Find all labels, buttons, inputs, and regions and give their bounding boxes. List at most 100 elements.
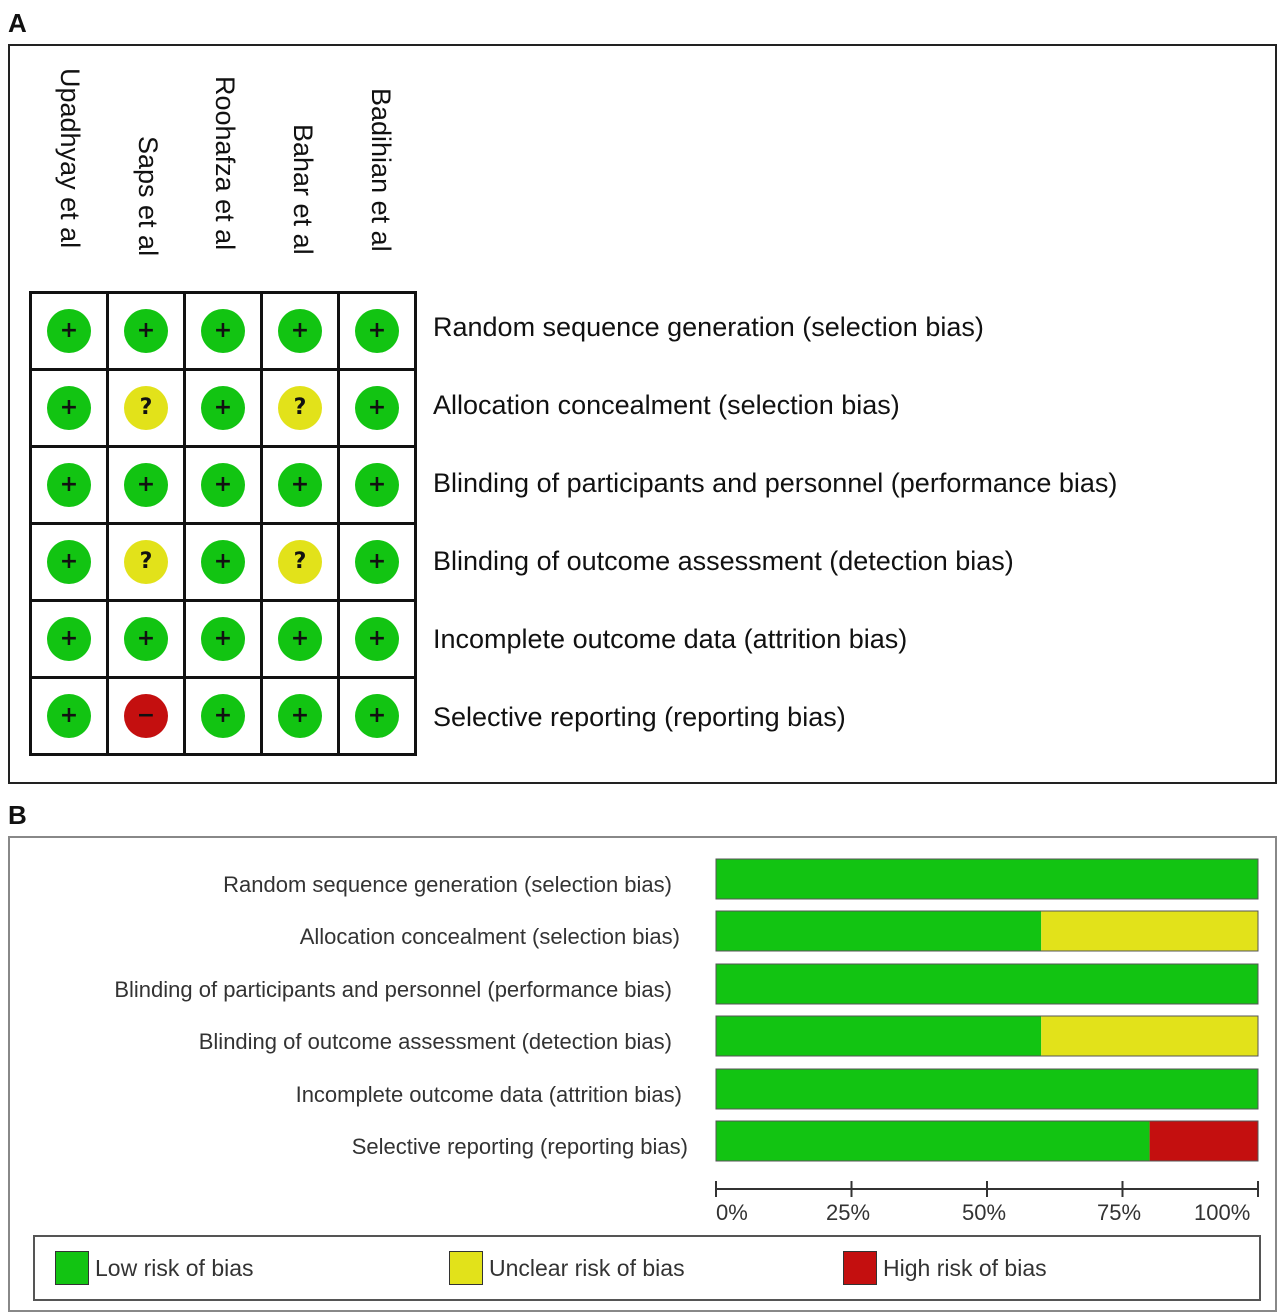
low-risk-icon: + xyxy=(355,694,399,738)
unclear-risk-icon: ? xyxy=(278,386,322,430)
grid-cell: + xyxy=(106,599,186,679)
domain-label: Incomplete outcome data (attrition bias) xyxy=(433,624,908,654)
low-risk-icon: + xyxy=(278,617,322,661)
bar-segment xyxy=(716,964,1258,1004)
low-risk-icon: + xyxy=(201,463,245,507)
x-tick-label: 100% xyxy=(1194,1200,1251,1225)
low-risk-icon: + xyxy=(278,463,322,507)
grid-cell: + xyxy=(337,291,417,371)
legend-swatch-high xyxy=(843,1251,877,1285)
grid-cell: + xyxy=(337,368,417,448)
low-risk-icon: + xyxy=(124,309,168,353)
high-risk-icon: − xyxy=(124,694,168,738)
legend: Low risk of bias Unclear risk of bias Hi… xyxy=(33,1235,1261,1301)
bar-category-label: Selective reporting (reporting bias) xyxy=(351,1134,688,1159)
grid-cell: + xyxy=(29,676,109,756)
unclear-risk-icon: ? xyxy=(124,386,168,430)
grid-cell: + xyxy=(106,291,186,371)
grid-row: + + + + + xyxy=(29,291,417,371)
low-risk-icon: + xyxy=(47,309,91,353)
bar-segment xyxy=(716,1016,1042,1056)
low-risk-icon: + xyxy=(355,463,399,507)
x-tick-label: 75% xyxy=(1097,1200,1142,1225)
low-risk-icon: + xyxy=(201,694,245,738)
low-risk-icon: + xyxy=(47,694,91,738)
domain-label: Blinding of participants and personnel (… xyxy=(433,468,1118,498)
grid-cell: + xyxy=(337,445,417,525)
bar-outline xyxy=(715,1068,1259,1110)
legend-label: Low risk of bias xyxy=(95,1254,254,1281)
panel-b-letter: B xyxy=(8,800,27,830)
panel-a-letter: A xyxy=(8,8,27,38)
low-risk-icon: + xyxy=(124,617,168,661)
grid-cell: − xyxy=(106,676,186,756)
low-risk-icon: + xyxy=(201,540,245,584)
grid-cell: + xyxy=(106,445,186,525)
low-risk-icon: + xyxy=(278,694,322,738)
bar-segment xyxy=(1041,1016,1258,1056)
grid-cell: + xyxy=(337,599,417,679)
grid-row: + − + + + xyxy=(29,676,417,756)
grid-cell: + xyxy=(183,599,263,679)
legend-item-low: Low risk of bias xyxy=(55,1251,254,1285)
bar-segment xyxy=(716,1121,1150,1161)
bar-outline xyxy=(715,1015,1259,1057)
x-tick-label: 50% xyxy=(962,1200,1007,1225)
grid-cell: + xyxy=(29,368,109,448)
legend-item-high: High risk of bias xyxy=(843,1251,1047,1285)
panel-b-frame xyxy=(8,836,1277,1312)
risk-of-bias-grid: + + + + + +? +? + + + + + + +? +? + + + + + + + − + + + xyxy=(29,291,417,756)
grid-cell: ? xyxy=(106,368,186,448)
grid-cell: + xyxy=(260,599,340,679)
low-risk-icon: + xyxy=(124,463,168,507)
bar-outline xyxy=(715,1120,1259,1162)
grid-cell: + xyxy=(29,291,109,371)
unclear-risk-icon: ? xyxy=(278,540,322,584)
bar-segment xyxy=(716,859,1258,899)
low-risk-icon: + xyxy=(47,617,91,661)
grid-cell: ? xyxy=(106,522,186,602)
bar-segment xyxy=(716,911,1042,951)
unclear-risk-icon: ? xyxy=(124,540,168,584)
grid-cell: + xyxy=(29,445,109,525)
bar-category-label: Allocation concealment (selection bias) xyxy=(299,924,680,949)
legend-label: Unclear risk of bias xyxy=(489,1254,685,1281)
grid-row: +? +? + xyxy=(29,522,417,602)
grid-row: + + + + + xyxy=(29,599,417,679)
grid-cell: + xyxy=(337,522,417,602)
low-risk-icon: + xyxy=(47,463,91,507)
bar-segment xyxy=(1041,911,1258,951)
low-risk-icon: + xyxy=(201,617,245,661)
grid-cell: + xyxy=(260,291,340,371)
low-risk-icon: + xyxy=(201,309,245,353)
grid-cell: + xyxy=(260,676,340,756)
panel-a-frame xyxy=(8,44,1277,784)
grid-cell: + xyxy=(183,368,263,448)
bar-outline xyxy=(715,963,1259,1005)
grid-row: +? +? + xyxy=(29,368,417,448)
bar-category-label: Blinding of participants and personnel (… xyxy=(114,977,672,1002)
grid-cell: + xyxy=(183,522,263,602)
bar-outline xyxy=(715,910,1259,952)
grid-cell: + xyxy=(183,291,263,371)
grid-cell: + xyxy=(29,599,109,679)
domain-label: Random sequence generation (selection bi… xyxy=(433,312,984,342)
low-risk-icon: + xyxy=(355,386,399,430)
domain-label: Selective reporting (reporting bias) xyxy=(433,702,846,732)
grid-cell: + xyxy=(183,676,263,756)
domain-label: Blinding of outcome assessment (detectio… xyxy=(433,546,1014,576)
low-risk-icon: + xyxy=(47,386,91,430)
low-risk-icon: + xyxy=(201,386,245,430)
low-risk-icon: + xyxy=(278,309,322,353)
grid-cell: ? xyxy=(260,368,340,448)
grid-cell: + xyxy=(29,522,109,602)
bar-category-label: Random sequence generation (selection bi… xyxy=(223,872,672,897)
legend-swatch-low xyxy=(55,1251,89,1285)
legend-label: High risk of bias xyxy=(883,1254,1047,1281)
low-risk-icon: + xyxy=(355,309,399,353)
bar-outline xyxy=(715,858,1259,900)
bar-segment xyxy=(1149,1121,1258,1161)
domain-label: Allocation concealment (selection bias) xyxy=(433,390,900,420)
grid-cell: + xyxy=(260,445,340,525)
